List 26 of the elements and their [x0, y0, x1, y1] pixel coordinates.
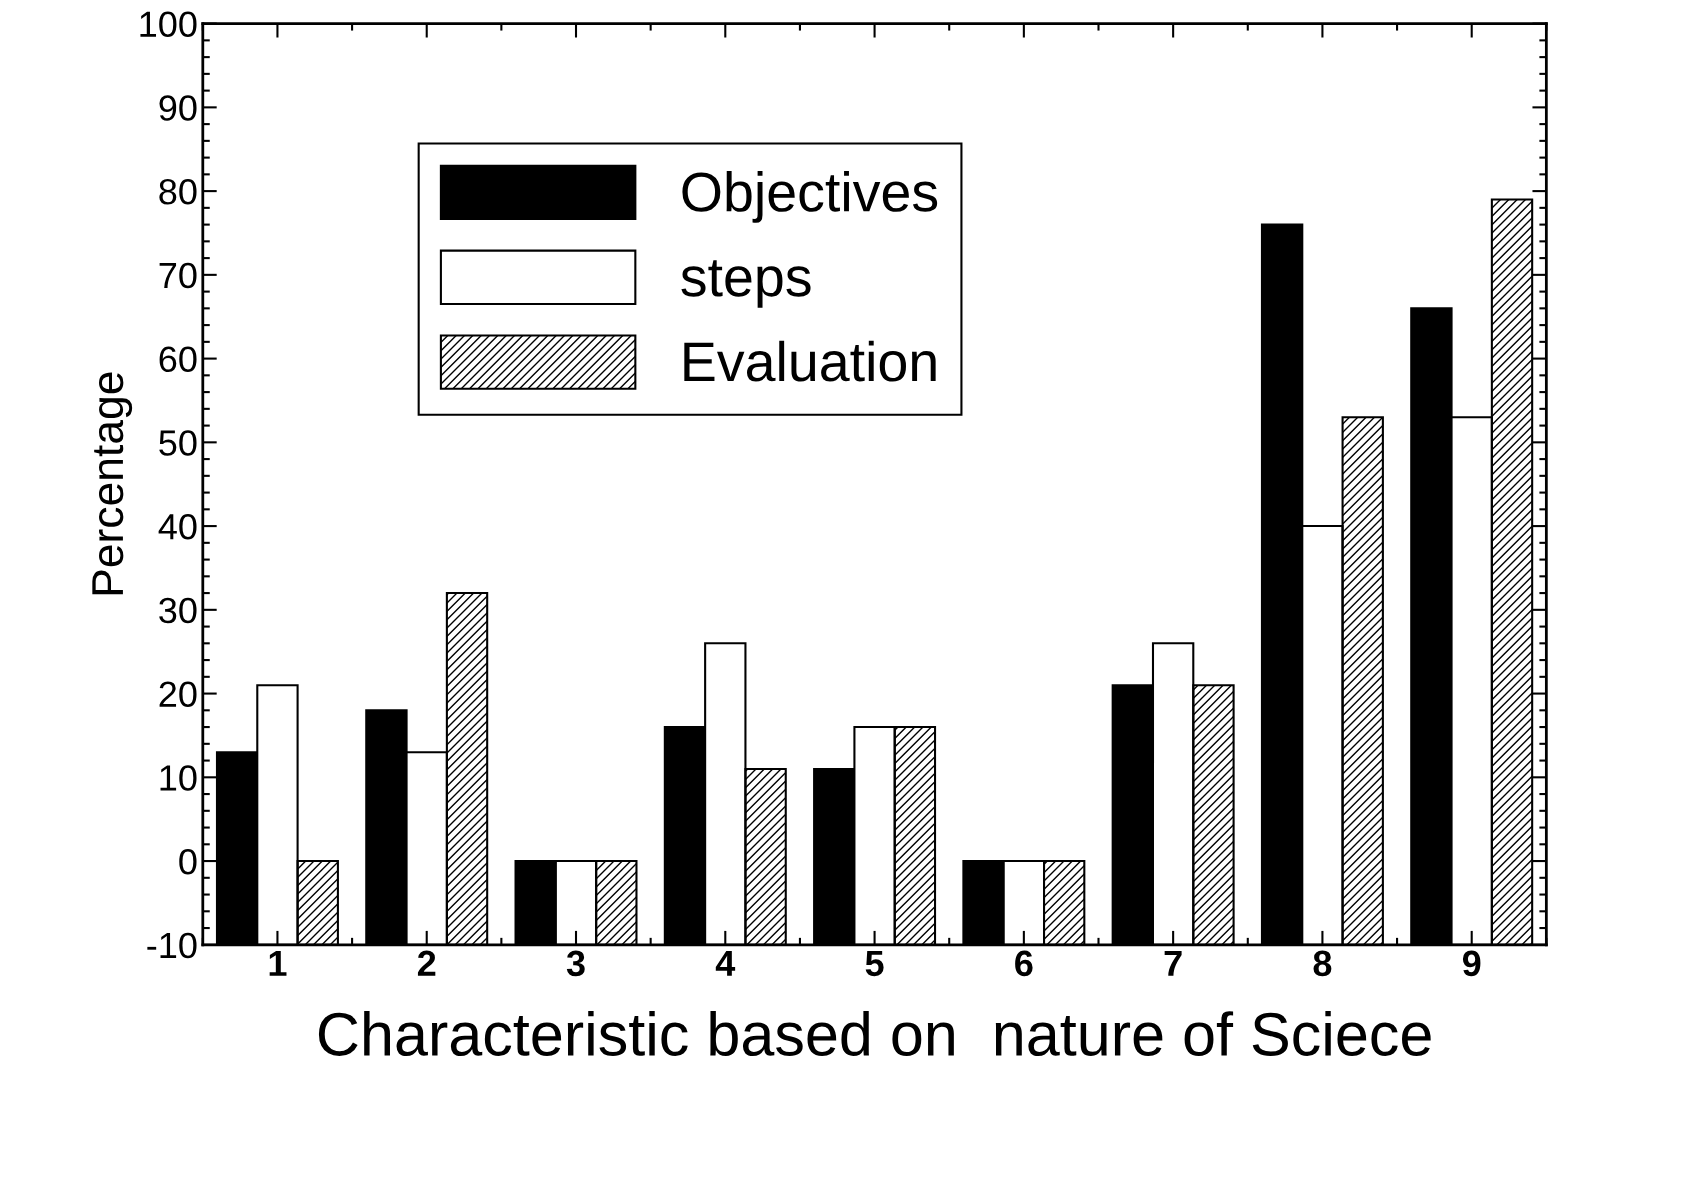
y-tick-label: 50 — [159, 430, 197, 456]
legend-label: steps — [681, 260, 811, 308]
y-tick-label: 100 — [140, 11, 197, 38]
x-tick-label: 4 — [715, 950, 736, 976]
y-tick-label: -10 — [147, 932, 197, 959]
x-tick-label: 6 — [1015, 950, 1033, 977]
y-tick-label: 60 — [159, 346, 197, 373]
x-tick-label: 2 — [417, 950, 436, 976]
y-tick-label: 70 — [159, 262, 197, 289]
y-tick-label: 90 — [159, 95, 197, 121]
y-tick-label: 20 — [159, 681, 197, 708]
x-tick-label: 9 — [1462, 950, 1481, 977]
x-tick-label: 7 — [1164, 950, 1182, 976]
y-tick-label: 80 — [159, 178, 197, 205]
y-axis-title: Percentage — [92, 372, 133, 595]
y-tick-label: 40 — [158, 513, 197, 540]
y-tick-label: 30 — [159, 597, 197, 624]
legend-label: Objectives — [682, 171, 938, 223]
x-axis-title: Characteristic based on nature of Sciece — [318, 1011, 1431, 1056]
x-tick-label: 5 — [865, 950, 884, 977]
x-tick-label: 1 — [269, 950, 287, 976]
x-tick-label: 3 — [566, 950, 585, 977]
y-tick-label: 10 — [160, 765, 197, 791]
legend-label: Evaluation — [684, 340, 936, 382]
x-tick-label: 8 — [1313, 950, 1332, 977]
y-tick-label: 0 — [179, 848, 197, 875]
